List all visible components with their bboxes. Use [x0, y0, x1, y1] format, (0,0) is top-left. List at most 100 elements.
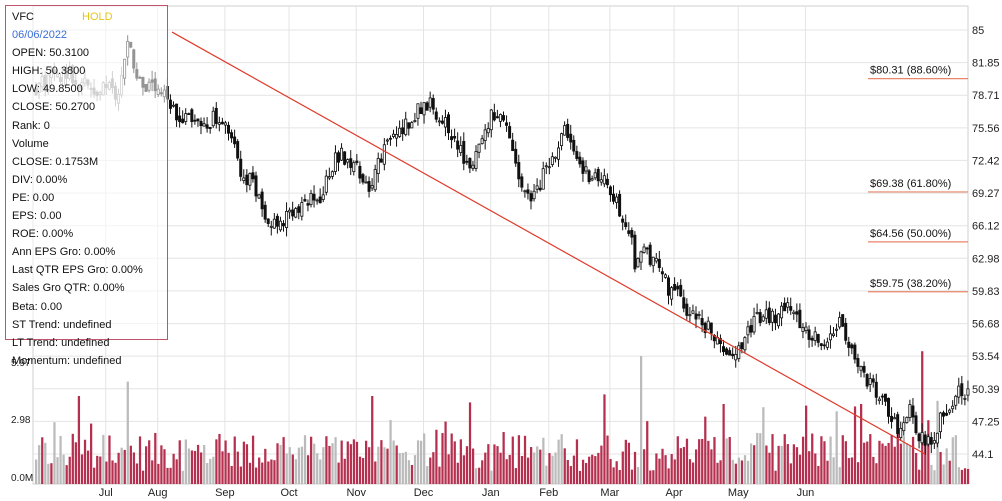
volume-bar	[80, 454, 84, 484]
month-tick-label: Jan	[482, 487, 500, 499]
month-axis-labels: Jul Aug Sep Oct Nov Dec Jan Feb Mar Apr May Jun	[99, 487, 815, 499]
candle-body	[932, 440, 936, 444]
candle-body	[807, 329, 811, 340]
candle-body	[199, 120, 203, 127]
volume-bar	[548, 453, 551, 484]
info-line: ROE: 0.00%	[12, 228, 74, 241]
volume-bar	[343, 458, 346, 484]
volume-bar	[41, 437, 44, 484]
candle-body	[508, 126, 512, 139]
volume-bar	[600, 445, 603, 484]
volume-bar	[581, 459, 585, 484]
candle-body	[700, 318, 704, 326]
candle-body	[667, 277, 671, 296]
volume-bar	[765, 445, 768, 484]
info-line: PE: 0.00	[12, 191, 55, 204]
volume-bar	[203, 445, 206, 484]
volume-bar	[496, 446, 499, 484]
candle-body	[285, 210, 289, 229]
candle-body	[541, 168, 545, 190]
volume-bar	[853, 406, 857, 484]
volume-bar	[716, 462, 719, 484]
candle-body	[663, 274, 667, 278]
info-line: LOW: 49.8500	[12, 83, 83, 96]
volume-bar	[352, 439, 356, 484]
volume-bar	[777, 445, 780, 484]
volume-bar	[808, 451, 811, 484]
volume-bar	[740, 460, 744, 484]
volume-bar	[438, 466, 441, 484]
candle-body	[505, 122, 509, 126]
candle-body	[404, 118, 408, 135]
candle-body	[538, 187, 542, 191]
volume-bar	[108, 435, 111, 484]
candle-body	[737, 345, 741, 359]
volume-bar	[704, 416, 707, 484]
candle-body	[187, 113, 191, 115]
candle-body	[453, 135, 457, 139]
candle-body	[874, 381, 878, 398]
candle-body	[590, 178, 594, 181]
candle-body	[786, 302, 790, 308]
volume-bar	[224, 440, 227, 484]
volume-bar	[154, 432, 157, 484]
volume-bar	[597, 452, 600, 484]
volume-bar	[942, 464, 945, 484]
candle-body	[205, 124, 209, 129]
volume-bar	[126, 381, 129, 484]
volume-bar	[575, 439, 579, 484]
volume-bar	[957, 467, 961, 484]
volume-bar	[65, 465, 68, 484]
candle-body	[752, 315, 756, 333]
candle-body	[608, 186, 612, 196]
candle-body	[624, 222, 628, 228]
rating-badge: HOLD	[82, 11, 113, 23]
volume-bar	[523, 435, 527, 484]
volume-bar	[459, 439, 462, 484]
volume-bar	[248, 462, 252, 484]
candle-body	[385, 139, 389, 142]
volume-bar	[768, 452, 771, 484]
volume-bar	[695, 449, 698, 484]
volume-bar	[899, 443, 902, 484]
volume-bar	[319, 459, 322, 484]
candle-body	[281, 223, 285, 227]
volume-bar	[670, 454, 673, 484]
volume-bar	[856, 462, 860, 484]
volume-bar	[200, 452, 203, 484]
volume-bar	[652, 470, 655, 484]
volume-bar	[386, 448, 389, 484]
candle-body	[926, 436, 930, 445]
volume-bar	[96, 455, 99, 484]
volume-bar	[239, 466, 242, 484]
candle-body	[330, 171, 334, 177]
volume-bar	[875, 463, 878, 484]
volume-bar	[746, 460, 750, 484]
volume-bar	[908, 444, 912, 484]
candle-body	[599, 179, 603, 183]
price-tick-label: 56.68	[972, 319, 1000, 331]
volume-bar	[258, 457, 261, 484]
volume-bar	[933, 470, 936, 484]
volume-bar	[505, 459, 508, 484]
volume-bar	[707, 440, 710, 484]
candle-body	[498, 114, 502, 122]
candle-body	[740, 342, 744, 350]
candle-body	[557, 147, 561, 160]
volume-bar	[685, 438, 689, 484]
candle-body	[639, 251, 643, 263]
volume-bar	[361, 457, 365, 484]
candle-body	[269, 225, 273, 228]
volume-bar	[148, 440, 151, 484]
candle-body	[486, 128, 490, 134]
candle-body	[202, 123, 206, 127]
volume-bar	[585, 462, 588, 484]
candle-body	[245, 174, 249, 186]
candle-body	[171, 104, 175, 107]
volume-bar	[750, 443, 753, 484]
candle-body	[480, 138, 484, 145]
candle-body	[398, 127, 402, 137]
candle-body	[587, 170, 591, 183]
candle-body	[767, 307, 771, 324]
candle-body	[584, 166, 588, 172]
